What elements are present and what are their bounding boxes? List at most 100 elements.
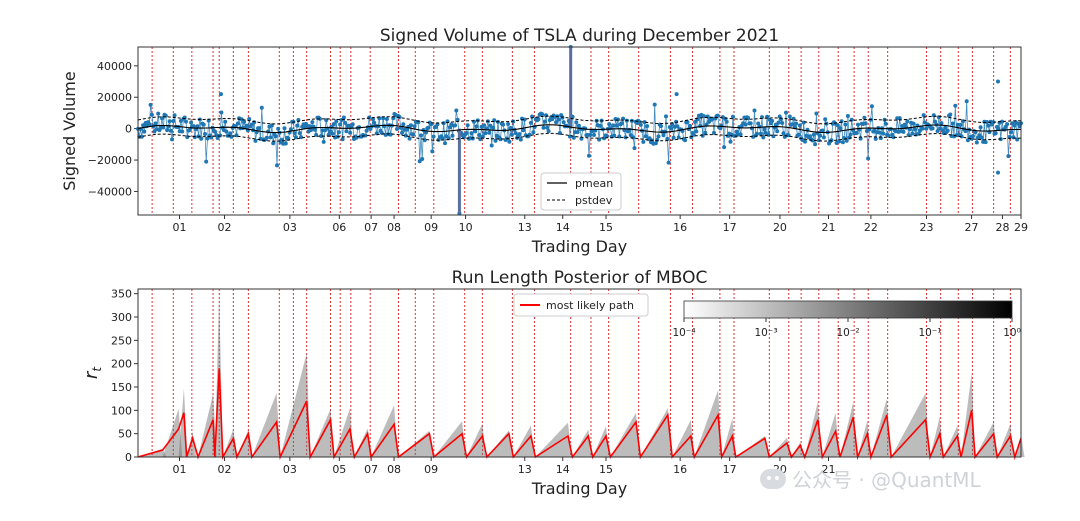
top-volume-point bbox=[845, 114, 850, 118]
top-volume-point bbox=[638, 122, 643, 127]
top-volume-point bbox=[632, 146, 637, 151]
top-volume-point bbox=[669, 126, 674, 131]
top-xtick-label: 29 bbox=[1014, 221, 1028, 234]
top-volume-point bbox=[821, 135, 826, 140]
bottom-posterior-wedge bbox=[930, 416, 944, 457]
top-volume-point bbox=[465, 123, 470, 128]
top-volume-point bbox=[286, 136, 291, 141]
top-volume-point bbox=[426, 125, 431, 130]
top-volume-point bbox=[840, 140, 845, 145]
top-volume-point bbox=[407, 136, 412, 141]
top-volume-point bbox=[808, 134, 812, 139]
top-volume-point bbox=[877, 130, 882, 135]
top-ytick-label: −40000 bbox=[88, 185, 132, 198]
top-xtick-label: 21 bbox=[822, 221, 836, 234]
top-volume-point bbox=[348, 130, 353, 135]
bottom-posterior-wedge bbox=[513, 425, 535, 457]
top-volume-point bbox=[897, 116, 902, 121]
top-volume-point bbox=[283, 141, 288, 146]
bottom-title: Run Length Posterior of MBOC bbox=[452, 268, 708, 288]
top-xtick-label: 01 bbox=[173, 221, 187, 234]
top-volume-point bbox=[517, 132, 522, 137]
bottom-colorbar-tick-label: 10⁻³ bbox=[754, 327, 777, 339]
top-volume-point bbox=[483, 131, 488, 136]
top-volume-point bbox=[950, 121, 955, 126]
top-volume-point bbox=[531, 130, 536, 135]
top-volume-point bbox=[712, 130, 716, 135]
bottom-posterior-wedge bbox=[672, 420, 695, 457]
top-xtick-label: 27 bbox=[965, 221, 979, 234]
top-volume-point bbox=[453, 123, 458, 128]
top-xtick-label: 22 bbox=[864, 221, 878, 234]
top-volume-point bbox=[344, 129, 349, 134]
bottom-posterior-wedge bbox=[891, 393, 930, 457]
top-volume-point bbox=[921, 113, 926, 118]
top-volume-point bbox=[191, 124, 196, 129]
top-volume-point bbox=[619, 121, 624, 126]
top-volume-point bbox=[945, 128, 950, 133]
bottom-colorbar-tick-label: 10⁻² bbox=[836, 327, 859, 339]
bottom-xlabel: Trading Day bbox=[531, 479, 627, 498]
top-volume-point bbox=[454, 108, 459, 113]
top-volume-point bbox=[331, 122, 336, 127]
top-volume-point bbox=[292, 131, 297, 136]
bottom-posterior-wedge bbox=[997, 424, 1014, 457]
bottom-colorbar-tick-label: 10⁻⁴ bbox=[672, 327, 695, 339]
top-volume-point bbox=[724, 119, 729, 124]
top-volume-point bbox=[848, 132, 853, 137]
top-volume-point bbox=[253, 138, 258, 143]
top-volume-point bbox=[184, 119, 188, 124]
top-volume-point bbox=[259, 105, 264, 110]
top-volume-point bbox=[738, 132, 743, 137]
top-xtick-label: 17 bbox=[723, 221, 737, 234]
top-xtick-label: 20 bbox=[773, 221, 787, 234]
top-xtick-label: 02 bbox=[218, 221, 232, 234]
top-volume-point bbox=[189, 120, 194, 125]
top-volume-point bbox=[683, 138, 687, 143]
top-volume-point bbox=[757, 124, 762, 129]
top-volume-point bbox=[873, 136, 878, 141]
top-volume-point bbox=[384, 117, 389, 121]
top-volume-point bbox=[431, 134, 436, 139]
top-volume-point bbox=[974, 140, 979, 145]
top-volume-point bbox=[881, 131, 886, 136]
top-volume-point bbox=[1000, 119, 1005, 124]
top-volume-point bbox=[986, 123, 991, 128]
top-volume-point bbox=[643, 134, 648, 139]
top-volume-point bbox=[964, 99, 969, 104]
top-volume-point bbox=[276, 126, 281, 131]
top-ylabel: Signed Volume bbox=[60, 71, 79, 191]
bottom-posterior-wedge bbox=[822, 412, 840, 457]
top-volume-point bbox=[403, 133, 408, 138]
top-volume-point bbox=[321, 139, 326, 144]
bottom-posterior-wedge bbox=[433, 421, 466, 457]
top-volume-point bbox=[372, 120, 377, 125]
top-volume-point bbox=[935, 129, 940, 134]
bottom-xtick-label: 15 bbox=[599, 463, 613, 476]
top-volume-point bbox=[796, 132, 801, 137]
top-volume-point bbox=[780, 121, 785, 125]
bottom-posterior-wedge bbox=[162, 408, 183, 457]
top-volume-point bbox=[963, 129, 968, 134]
bottom-xtick-label: 21 bbox=[822, 463, 836, 476]
top-volume-point bbox=[829, 138, 834, 143]
top-volume-point bbox=[883, 121, 888, 126]
top-volume-point bbox=[920, 126, 925, 131]
top-volume-point bbox=[239, 117, 244, 122]
top-volume-point bbox=[612, 133, 617, 138]
top-volume-point bbox=[996, 79, 1000, 84]
bottom-xtick-label: 13 bbox=[518, 463, 532, 476]
top-volume-point bbox=[901, 129, 906, 134]
top-volume-point bbox=[607, 122, 612, 127]
bottom-xtick-label: 07 bbox=[364, 463, 378, 476]
bottom-colorbar: 10⁻⁴ 10⁻³ 10⁻² 10⁻¹ 10⁰ bbox=[672, 300, 1021, 339]
bottom-xtick-label: 05 bbox=[332, 463, 346, 476]
top-volume-point bbox=[1011, 135, 1016, 140]
top-volume-point bbox=[310, 120, 315, 125]
top-volume-point bbox=[571, 135, 576, 140]
top-volume-point bbox=[172, 113, 177, 118]
top-volume-point bbox=[675, 124, 680, 129]
top-volume-point bbox=[810, 138, 815, 143]
top-volume-point bbox=[201, 122, 206, 127]
top-volume-point bbox=[756, 121, 761, 126]
